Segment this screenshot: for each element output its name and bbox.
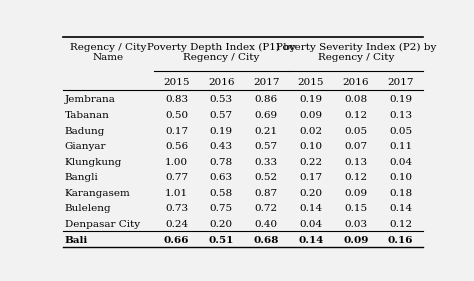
Text: 1.01: 1.01 [165,189,188,198]
Text: Klungkung: Klungkung [65,158,122,167]
Text: 0.19: 0.19 [389,96,412,105]
Text: 0.08: 0.08 [344,96,367,105]
Text: 0.14: 0.14 [298,236,324,245]
Text: 0.17: 0.17 [165,126,188,136]
Text: 2015: 2015 [298,78,324,87]
Text: 0.24: 0.24 [165,220,188,229]
Text: 0.19: 0.19 [210,126,233,136]
Text: 0.43: 0.43 [210,142,233,151]
Text: 0.83: 0.83 [165,96,188,105]
Text: Denpasar City: Denpasar City [65,220,140,229]
Text: 0.14: 0.14 [300,205,322,214]
Text: 0.75: 0.75 [210,205,233,214]
Text: Tabanan: Tabanan [65,111,109,120]
Text: 0.20: 0.20 [300,189,322,198]
Text: 0.53: 0.53 [210,96,233,105]
Text: 0.77: 0.77 [165,173,188,182]
Text: 2015: 2015 [164,78,190,87]
Text: 0.58: 0.58 [210,189,233,198]
Text: 2016: 2016 [343,78,369,87]
Text: 0.86: 0.86 [255,96,278,105]
Text: Badung: Badung [65,126,105,136]
Text: Jembrana: Jembrana [65,96,116,105]
Text: 2017: 2017 [253,78,279,87]
Text: Bangli: Bangli [65,173,99,182]
Text: 0.51: 0.51 [209,236,234,245]
Text: 2017: 2017 [387,78,414,87]
Text: 0.03: 0.03 [344,220,367,229]
Text: 0.09: 0.09 [344,189,367,198]
Text: 0.10: 0.10 [300,142,322,151]
Text: 0.57: 0.57 [210,111,233,120]
Text: Karangasem: Karangasem [65,189,130,198]
Text: 0.14: 0.14 [389,205,412,214]
Text: 1.00: 1.00 [165,158,188,167]
Text: 0.69: 0.69 [255,111,278,120]
Text: 0.04: 0.04 [300,220,322,229]
Text: Poverty Depth Index (P1) by
Regency / City: Poverty Depth Index (P1) by Regency / Ci… [147,43,296,62]
Text: 0.09: 0.09 [300,111,322,120]
Text: 0.66: 0.66 [164,236,189,245]
Text: 0.04: 0.04 [389,158,412,167]
Text: 0.72: 0.72 [255,205,278,214]
Text: 2016: 2016 [208,78,235,87]
Text: 0.21: 0.21 [255,126,278,136]
Text: 0.57: 0.57 [255,142,278,151]
Text: 0.50: 0.50 [165,111,188,120]
Text: 0.05: 0.05 [389,126,412,136]
Text: 0.12: 0.12 [389,220,412,229]
Text: Regency / City
Name: Regency / City Name [70,43,147,62]
Text: 0.52: 0.52 [255,173,278,182]
Text: 0.63: 0.63 [210,173,233,182]
Text: 0.10: 0.10 [389,173,412,182]
Text: 0.09: 0.09 [343,236,368,245]
Text: 0.19: 0.19 [300,96,322,105]
Text: 0.13: 0.13 [389,111,412,120]
Text: Bali: Bali [65,236,88,245]
Text: 0.16: 0.16 [388,236,413,245]
Text: 0.78: 0.78 [210,158,233,167]
Text: 0.12: 0.12 [344,173,367,182]
Text: 0.33: 0.33 [255,158,278,167]
Text: 0.20: 0.20 [210,220,233,229]
Text: 0.07: 0.07 [344,142,367,151]
Text: Poverty Severity Index (P2) by
Regency / City: Poverty Severity Index (P2) by Regency /… [275,43,436,62]
Text: 0.87: 0.87 [255,189,278,198]
Text: 0.13: 0.13 [344,158,367,167]
Text: 0.22: 0.22 [300,158,322,167]
Text: Buleleng: Buleleng [65,205,111,214]
Text: 0.18: 0.18 [389,189,412,198]
Text: 0.11: 0.11 [389,142,412,151]
Text: 0.12: 0.12 [344,111,367,120]
Text: 0.68: 0.68 [254,236,279,245]
Text: 0.15: 0.15 [344,205,367,214]
Text: 0.73: 0.73 [165,205,188,214]
Text: 0.56: 0.56 [165,142,188,151]
Text: Gianyar: Gianyar [65,142,106,151]
Text: 0.17: 0.17 [300,173,322,182]
Text: 0.02: 0.02 [300,126,322,136]
Text: 0.40: 0.40 [255,220,278,229]
Text: 0.05: 0.05 [344,126,367,136]
